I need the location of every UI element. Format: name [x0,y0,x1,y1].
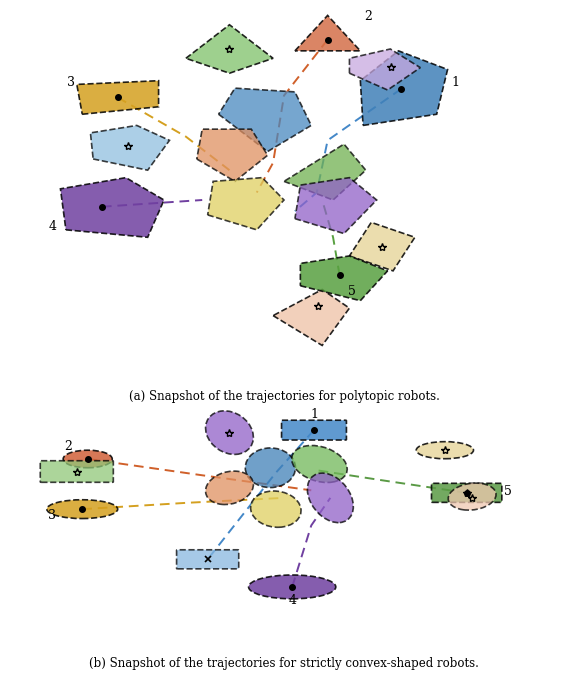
Polygon shape [349,222,415,271]
Text: 1: 1 [452,76,460,89]
Text: 2: 2 [365,10,373,23]
Ellipse shape [206,471,253,504]
Polygon shape [197,129,268,182]
Polygon shape [60,178,164,237]
Polygon shape [208,178,284,230]
Polygon shape [349,49,420,90]
Text: 2: 2 [65,440,73,453]
Text: 4: 4 [288,594,296,607]
Polygon shape [186,25,273,73]
FancyBboxPatch shape [40,461,114,482]
Ellipse shape [245,448,295,487]
Text: (b) Snapshot of the trajectories for strictly convex-shaped robots.: (b) Snapshot of the trajectories for str… [89,656,479,670]
Ellipse shape [416,441,474,459]
Polygon shape [90,125,169,170]
FancyBboxPatch shape [432,483,502,502]
Text: 1: 1 [310,408,318,421]
Ellipse shape [307,473,353,523]
Text: 5: 5 [504,485,512,498]
Polygon shape [300,256,387,301]
Ellipse shape [250,491,301,527]
FancyBboxPatch shape [282,420,346,440]
Polygon shape [77,81,158,115]
Polygon shape [284,144,366,200]
Polygon shape [219,88,311,152]
Ellipse shape [448,483,496,510]
Ellipse shape [292,445,347,483]
Polygon shape [295,16,360,51]
Ellipse shape [63,450,112,468]
Text: 3: 3 [48,509,56,523]
Polygon shape [295,178,377,233]
Text: 3: 3 [68,76,76,89]
Text: 4: 4 [48,220,56,233]
Ellipse shape [47,500,118,519]
Text: 5: 5 [348,285,356,298]
Polygon shape [273,290,349,345]
Text: (a) Snapshot of the trajectories for polytopic robots.: (a) Snapshot of the trajectories for pol… [128,390,440,403]
FancyBboxPatch shape [177,550,239,569]
Ellipse shape [206,411,253,454]
Ellipse shape [249,575,336,599]
Polygon shape [360,51,448,125]
